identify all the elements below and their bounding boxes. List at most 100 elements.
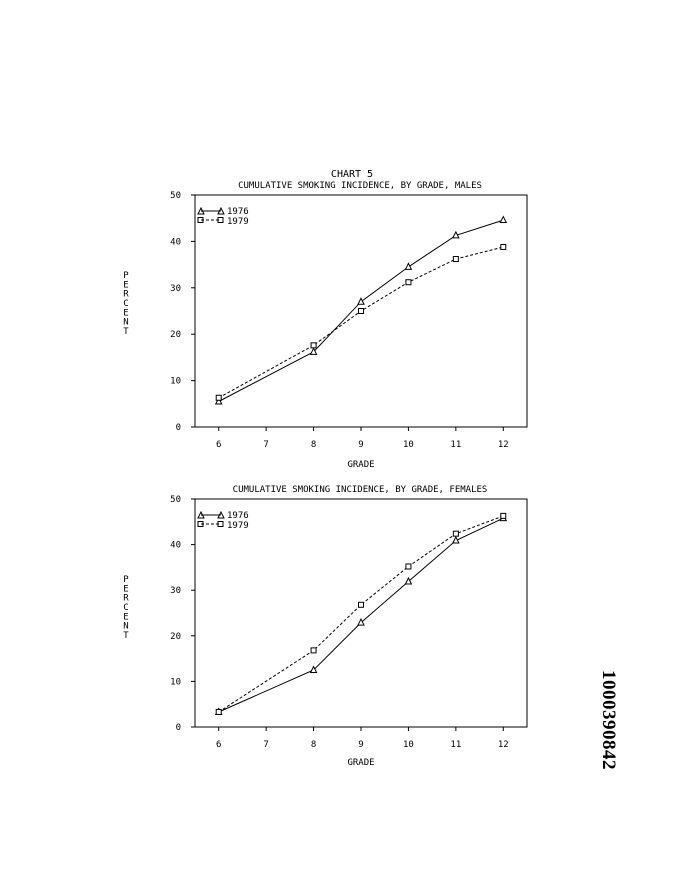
y-axis-label-letter: R [123, 290, 129, 300]
series-layer [214, 215, 508, 405]
x-tick-label: 6 [216, 440, 221, 450]
data-point-1976 [404, 576, 413, 585]
data-point-1976 [452, 230, 460, 239]
data-point-1979 [405, 563, 412, 570]
data-point-1976 [309, 347, 318, 355]
y-tick-label: 0 [176, 723, 181, 733]
x-tick-label: 7 [263, 440, 268, 450]
chart-number: CHART 5 [331, 169, 373, 180]
legend-label: 1979 [227, 217, 249, 227]
legend-entry-1976: 1976 [197, 206, 249, 217]
x-tick-label: 8 [311, 740, 316, 750]
x-tick-label: 8 [311, 440, 316, 450]
y-axis-label-letter: E [123, 584, 128, 594]
data-point-1976 [357, 617, 365, 626]
square-marker-icon [197, 521, 204, 527]
y-tick-label: 30 [170, 284, 181, 294]
legend: 1976 1979 [197, 510, 249, 531]
y-axis-label-letter: T [123, 327, 129, 337]
x-axis-label: GRADE [347, 460, 374, 470]
x-axis: 6 7 8 9 10 11 12 [216, 427, 509, 450]
x-axis: 6 7 8 9 10 11 12 [216, 727, 509, 750]
triangle-marker-icon [197, 206, 205, 215]
x-tick-label: 9 [358, 740, 363, 750]
data-point-1979 [452, 256, 459, 263]
data-point-1976 [499, 215, 508, 224]
triangle-marker-icon [217, 510, 225, 519]
y-axis: 0 10 20 30 40 50 [170, 191, 195, 433]
y-axis-label-letter: C [123, 299, 128, 309]
plot-frame [194, 498, 528, 728]
y-axis-label-letter: P [123, 575, 129, 585]
y-axis-label-letter: T [123, 631, 129, 641]
square-marker-icon [217, 217, 224, 223]
legend-entry-1979: 1979 [197, 521, 249, 531]
y-axis: 0 10 20 30 40 50 [170, 495, 195, 733]
females-chart: CUMULATIVE SMOKING INCIDENCE, BY GRADE, … [123, 485, 528, 768]
series-line-1979 [218, 246, 504, 399]
y-tick-label: 10 [170, 377, 181, 387]
triangle-marker-icon [217, 206, 225, 215]
data-point-1979 [500, 243, 507, 250]
x-tick-label: 11 [450, 740, 461, 750]
legend-entry-1976: 1976 [197, 510, 249, 521]
data-point-1979 [452, 530, 459, 537]
data-point-1976 [404, 262, 413, 270]
y-axis-label-letter: E [123, 308, 128, 318]
data-point-1979 [358, 601, 364, 608]
chart-title: CUMULATIVE SMOKING INCIDENCE, BY GRADE, … [233, 485, 488, 495]
males-chart: CUMULATIVE SMOKING INCIDENCE, BY GRADE, … [123, 181, 528, 470]
series-line-1976 [218, 517, 504, 713]
y-tick-label: 50 [170, 191, 181, 201]
legend-entry-1979: 1979 [197, 217, 249, 227]
legend-label: 1976 [227, 207, 249, 217]
data-point-1976 [357, 297, 365, 305]
y-tick-label: 40 [170, 541, 181, 551]
x-tick-label: 9 [358, 440, 363, 450]
series-layer [214, 512, 508, 715]
x-axis-label: GRADE [347, 758, 374, 768]
y-tick-label: 30 [170, 586, 181, 596]
square-marker-icon [197, 217, 204, 223]
y-tick-label: 40 [170, 237, 181, 247]
y-tick-label: 20 [170, 330, 181, 340]
x-tick-label: 10 [403, 440, 414, 450]
y-axis-label-letter: N [123, 622, 128, 632]
y-tick-label: 10 [170, 677, 181, 687]
data-point-1979 [310, 647, 317, 654]
chart-title: CUMULATIVE SMOKING INCIDENCE, BY GRADE, … [238, 181, 482, 191]
legend: 1976 1979 [197, 206, 249, 227]
x-tick-label: 12 [498, 440, 509, 450]
y-axis-label-letter: R [123, 594, 129, 604]
legend-label: 1976 [227, 511, 249, 521]
y-axis-label-letter: N [123, 318, 128, 328]
data-point-1979 [215, 708, 222, 715]
data-point-1976 [214, 396, 223, 405]
x-tick-label: 12 [498, 740, 509, 750]
page-id: 1000390842 [598, 670, 619, 770]
page-id-stamp: 1000390842 [588, 655, 628, 785]
data-point-1979 [215, 394, 222, 401]
series-line-1976 [218, 219, 504, 402]
x-tick-label: 10 [403, 740, 414, 750]
x-tick-label: 7 [263, 740, 268, 750]
y-axis-label-letter: E [123, 280, 128, 290]
y-axis-label-letter: P [123, 271, 129, 281]
data-point-1979 [405, 279, 412, 286]
x-tick-label: 11 [450, 440, 461, 450]
series-line-1979 [218, 515, 504, 713]
square-marker-icon [217, 521, 224, 527]
y-tick-label: 20 [170, 632, 181, 642]
y-axis-label-letter: C [123, 603, 128, 613]
triangle-marker-icon [197, 510, 205, 519]
data-point-1979 [500, 512, 507, 519]
data-point-1979 [310, 342, 317, 349]
data-point-1976 [309, 665, 318, 673]
legend-label: 1979 [227, 521, 249, 531]
y-tick-label: 50 [170, 495, 181, 505]
y-axis-label-letter: E [123, 612, 128, 622]
data-point-1979 [358, 308, 364, 314]
